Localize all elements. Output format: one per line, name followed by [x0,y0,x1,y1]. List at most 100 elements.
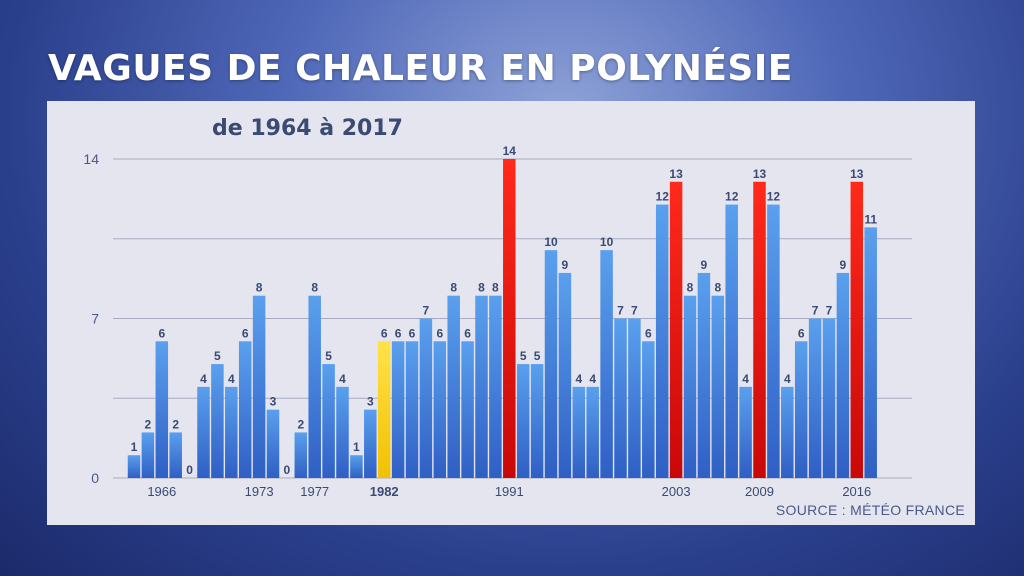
bar-value-label: 12 [767,190,781,204]
bar-value-label: 10 [544,235,558,249]
bar-value-label: 8 [450,281,457,295]
bar-value-label: 13 [753,167,767,181]
bar-2017 [864,227,877,478]
bar-1973 [252,295,266,478]
bar-1990 [489,295,502,478]
bar-value-label: 4 [575,372,582,386]
bar-1984 [405,341,419,478]
x-tick-label: 2016 [842,484,871,499]
bar-value-label: 6 [436,326,443,340]
y-tick-label: 7 [91,311,99,327]
bar-value-label: 8 [311,281,318,295]
bar-value-label: 8 [478,281,485,295]
bar-value-label: 2 [297,417,304,431]
bar-value-label: 7 [423,304,430,318]
bar-value-label: 14 [503,144,517,158]
bar-1970 [211,364,224,478]
bar-1999 [614,318,627,478]
bar-value-label: 3 [367,395,374,409]
x-tick-label: 1977 [300,484,329,499]
bar-2013 [808,318,822,478]
bar-2007 [725,204,738,479]
bar-1974 [266,409,280,478]
bar-value-label: 0 [186,463,193,477]
bar-2012 [794,341,808,478]
bar-value-label: 8 [256,281,263,295]
bar-1966 [155,341,169,478]
bar-1979 [336,386,349,478]
chart-panel: de 1964 à 2017 0 7 14 1 2 6 2 0 4 5 4 6 8 3 0 2 8 5 4 1 3 6 6 6… [47,101,975,525]
bar-1969 [197,386,210,478]
bar-value-label: 2 [172,417,179,431]
bar-value-label: 4 [784,372,791,386]
bar-value-label: 6 [798,326,805,340]
bar-value-label: 9 [840,258,847,272]
bar-1978 [322,364,335,478]
x-tick-label: 1982 [370,484,399,499]
bar-1991 [503,159,516,478]
bar-1989 [475,295,488,478]
bar-value-label: 8 [492,281,499,295]
x-tick-label: 1973 [245,484,274,499]
bar-1967 [169,432,182,478]
bar-value-label: 7 [826,304,833,318]
x-tick-label: 2003 [662,484,691,499]
x-tick-label: 1991 [495,484,524,499]
bar-value-label: 4 [200,372,207,386]
bar-1985 [419,318,433,478]
bar-value-label: 9 [701,258,708,272]
bar-1971 [225,386,238,478]
bar-value-label: 6 [158,326,165,340]
bar-1996 [572,386,586,478]
bar-1977 [308,295,321,478]
bar-1995 [558,272,572,478]
bar-value-label: 10 [600,235,614,249]
bar-1993 [530,364,544,478]
bar-value-label: 2 [145,417,152,431]
bar-value-label: 4 [339,372,346,386]
bar-value-label: 6 [242,326,249,340]
bar-value-label: 6 [409,326,416,340]
bar-value-label: 4 [589,372,596,386]
y-tick-label: 0 [91,470,99,486]
bar-value-label: 6 [381,326,388,340]
bar-1983 [391,341,405,478]
bar-value-label: 5 [534,349,541,363]
chart-subtitle: de 1964 à 2017 [212,116,403,141]
bar-1992 [516,364,530,478]
bar-2009 [753,181,766,478]
bar-value-label: 7 [812,304,819,318]
bar-1965 [141,432,155,478]
bar-2005 [697,272,711,478]
bar-1986 [433,341,447,478]
source-credit: SOURCE : MÉTÉO FRANCE [775,502,965,518]
bar-value-label: 0 [284,463,291,477]
bar-1994 [544,250,558,478]
bar-2001 [642,341,655,478]
bar-2003 [669,181,683,478]
bar-1998 [600,250,613,478]
bar-value-label: 6 [645,326,652,340]
bar-2004 [683,295,697,478]
bar-1976 [294,432,308,478]
bar-value-label: 6 [464,326,471,340]
bar-value-label: 7 [617,304,624,318]
bar-2002 [655,204,669,479]
bar-value-label: 12 [725,190,739,204]
bar-2000 [628,318,641,478]
y-tick-label: 14 [83,151,99,167]
bar-value-label: 8 [714,281,721,295]
bar-value-label: 13 [850,167,864,181]
bar-value-label: 6 [395,326,402,340]
bar-1997 [586,386,599,478]
bar-value-label: 5 [325,349,332,363]
bar-value-label: 13 [669,167,683,181]
bar-value-label: 4 [742,372,749,386]
bar-value-label: 3 [270,395,277,409]
bar-1964 [127,455,141,478]
bar-2008 [739,386,752,478]
chart-title: VAGUES DE CHALEUR EN POLYNÉSIE [48,48,793,89]
bar-value-label: 5 [520,349,527,363]
bar-value-label: 12 [656,190,670,204]
